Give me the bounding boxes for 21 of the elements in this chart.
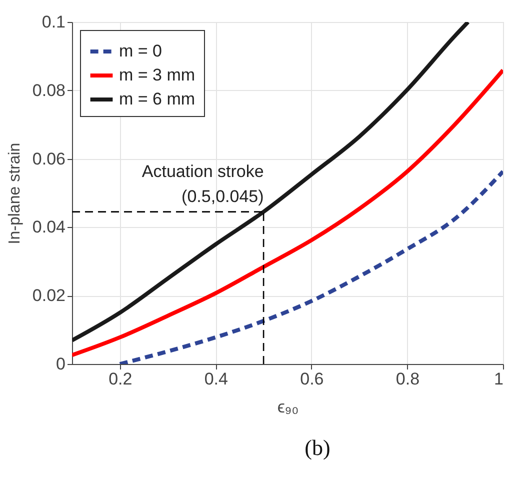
x-tick-label: 1 — [494, 370, 504, 388]
y-tick-label: 0.02 — [32, 286, 66, 306]
x-axis-title: ϵ₉₀ — [277, 398, 299, 416]
y-tick-label: 0.04 — [32, 218, 66, 237]
x-tick-label: 0.2 — [108, 370, 132, 388]
legend-label: m = 6 mm — [119, 90, 196, 108]
y-axis-title: In-plane strain — [6, 142, 24, 244]
legend-label: m = 0 — [119, 42, 162, 60]
annotation: Actuation stroke — [142, 162, 264, 181]
x-tick-label: 0.8 — [396, 370, 420, 388]
annotation: (0.5,0.045) — [182, 187, 264, 206]
legend-label: m = 3 mm — [119, 66, 196, 84]
x-tick-label: 0.4 — [204, 370, 228, 388]
y-tick-label: 0 — [56, 354, 66, 374]
line-series — [72, 68, 503, 358]
text: (b) — [304, 435, 330, 460]
x-tick-label: 0.6 — [300, 370, 324, 388]
y-tick-label: 0.06 — [32, 149, 66, 168]
y-tick-label: 0.1 — [42, 12, 66, 32]
line-series — [72, 22, 470, 342]
y-tick-label: 0.08 — [32, 80, 66, 100]
